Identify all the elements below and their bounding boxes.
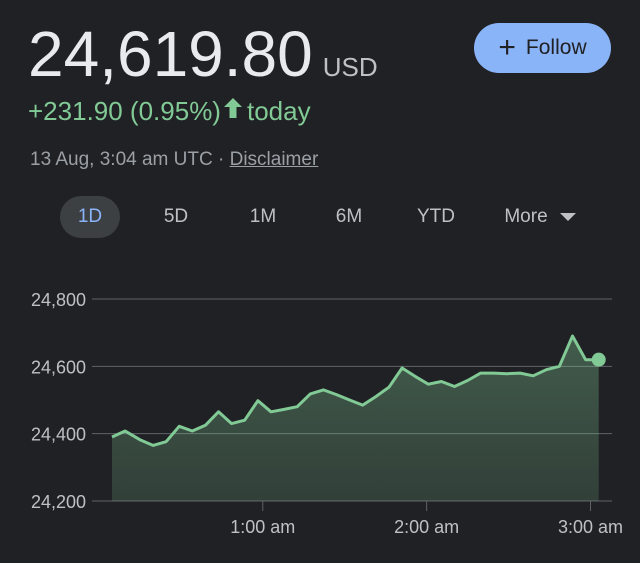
price-header: 24,619.80 USD <box>28 18 378 90</box>
tab-6m[interactable]: 6M <box>319 196 379 238</box>
follow-button-label: Follow <box>525 36 587 59</box>
current-price: 24,619.80 <box>28 18 313 90</box>
x-tick-label: 1:00 am <box>230 517 295 537</box>
tab-label: 5D <box>163 206 189 227</box>
price-chart: 24,800 24,600 24,400 24,200 1:00 am 2:00 am 3… <box>31 290 623 537</box>
x-tick-label: 2:00 am <box>394 517 459 537</box>
caret-down-icon <box>559 196 576 238</box>
disclaimer-link[interactable]: Disclaimer <box>229 149 319 170</box>
tab-ytd[interactable]: YTD <box>406 196 466 238</box>
chart-last-point[interactable] <box>591 352 606 367</box>
tab-label: 1M <box>249 206 277 227</box>
tab-label: YTD <box>417 206 455 227</box>
change-value: +231.90 (0.95%) <box>28 96 221 126</box>
currency-label: USD <box>322 52 378 82</box>
x-tick-label: 3:00 am <box>558 517 623 537</box>
x-axis-ticks: 1:00 am 2:00 am 3:00 am <box>230 501 623 537</box>
y-tick-label: 24,800 <box>31 290 86 310</box>
chart-series-line <box>111 334 599 447</box>
timestamp: 13 Aug, 3:04 am UTC <box>30 149 213 170</box>
quote-meta: 13 Aug, 3:04 am UTC · Disclaimer <box>30 149 318 171</box>
change-period: today <box>246 96 311 126</box>
tab-1m[interactable]: 1M <box>233 196 293 238</box>
tab-5d[interactable]: 5D <box>146 196 206 238</box>
tab-more[interactable]: More <box>492 196 588 238</box>
y-tick-label: 24,400 <box>31 425 86 445</box>
tab-label: More <box>504 206 548 228</box>
y-tick-label: 24,200 <box>31 492 86 512</box>
y-tick-label: 24,600 <box>31 357 86 377</box>
price-change: +231.90 (0.95%) today <box>28 96 311 127</box>
follow-button[interactable]: + Follow <box>474 23 611 73</box>
tab-label: 1D <box>77 206 103 227</box>
meta-separator: · <box>218 149 225 170</box>
chart-area-fill <box>112 336 599 501</box>
tab-label: 6M <box>335 206 363 227</box>
y-axis-ticks: 24,800 24,600 24,400 24,200 <box>31 290 86 512</box>
tab-1d[interactable]: 1D <box>60 196 120 238</box>
plus-icon: + <box>498 31 516 64</box>
arrow-up-icon <box>223 96 243 127</box>
